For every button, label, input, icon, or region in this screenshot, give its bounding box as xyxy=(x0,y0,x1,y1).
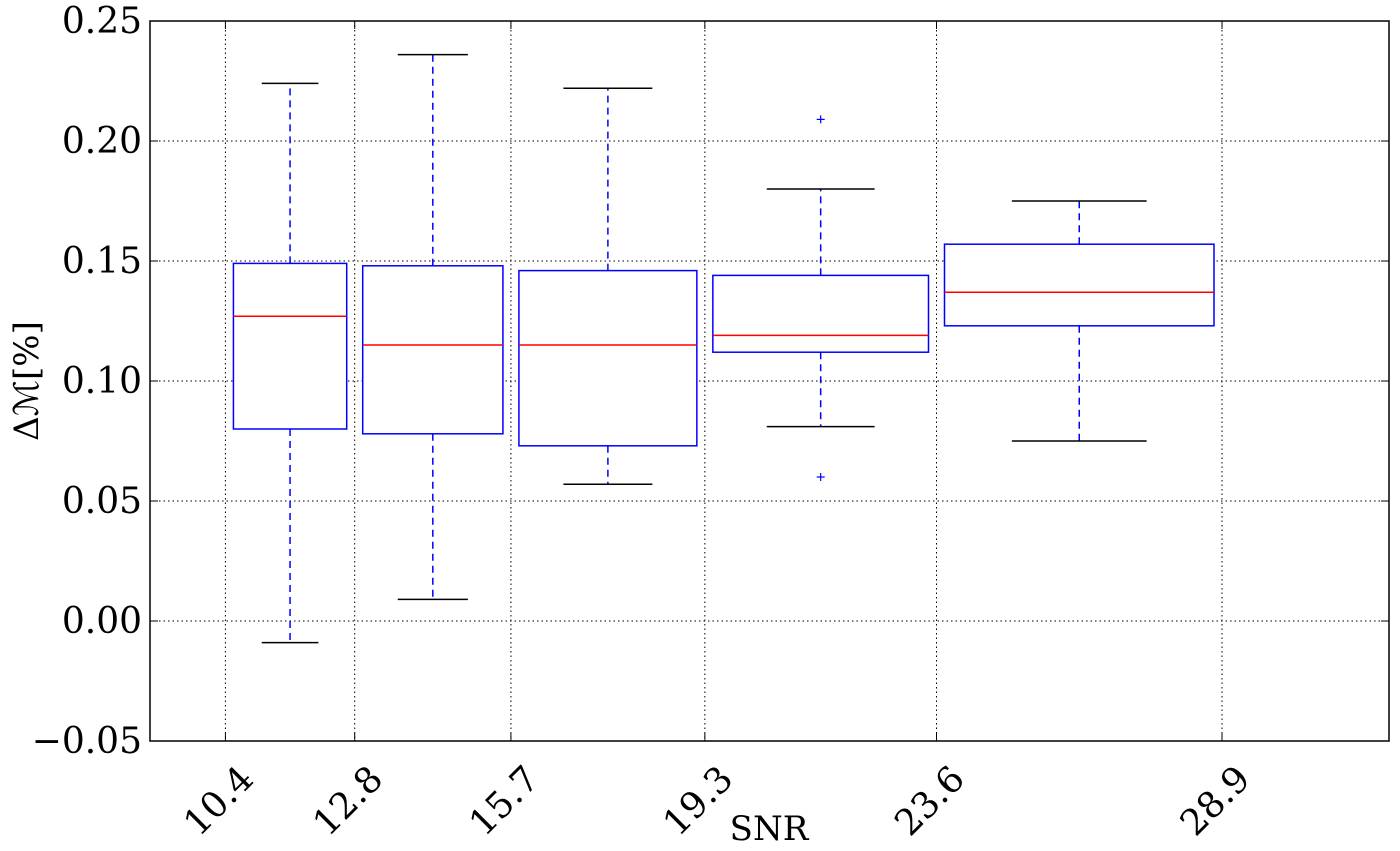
x-axis-label: SNR xyxy=(730,809,810,849)
x-tick-label: 10.4 xyxy=(176,758,262,844)
y-tick-label: 0.10 xyxy=(62,361,142,402)
y-tick-label: 0.20 xyxy=(62,121,142,162)
box-group xyxy=(232,82,348,644)
y-tick-label: −0.05 xyxy=(32,721,142,762)
boxes xyxy=(232,53,1215,644)
y-tick-label: 0.00 xyxy=(62,601,142,642)
grid xyxy=(150,20,1389,742)
y-tick-label: 0.05 xyxy=(62,481,142,522)
iqr-box xyxy=(712,274,930,353)
x-tick-label: 28.9 xyxy=(1173,758,1259,844)
iqr-box xyxy=(232,262,348,430)
x-tick-label: 19.3 xyxy=(656,758,742,844)
iqr-box xyxy=(518,269,698,447)
x-tick-label: 23.6 xyxy=(887,758,973,844)
plot-background xyxy=(150,21,1389,741)
box-group xyxy=(361,53,504,601)
box-group xyxy=(712,115,930,481)
box-group xyxy=(943,200,1215,442)
x-tick-label: 15.7 xyxy=(462,758,548,844)
y-tick-label: 0.15 xyxy=(62,241,142,282)
ticks xyxy=(150,20,1389,742)
y-axis-label: Δℳ[%] xyxy=(7,321,47,441)
y-tick-label: 0.25 xyxy=(62,1,142,42)
iqr-box xyxy=(361,265,504,435)
x-tick-label: 12.8 xyxy=(305,758,391,844)
iqr-box xyxy=(943,243,1215,327)
box-group xyxy=(518,87,698,485)
